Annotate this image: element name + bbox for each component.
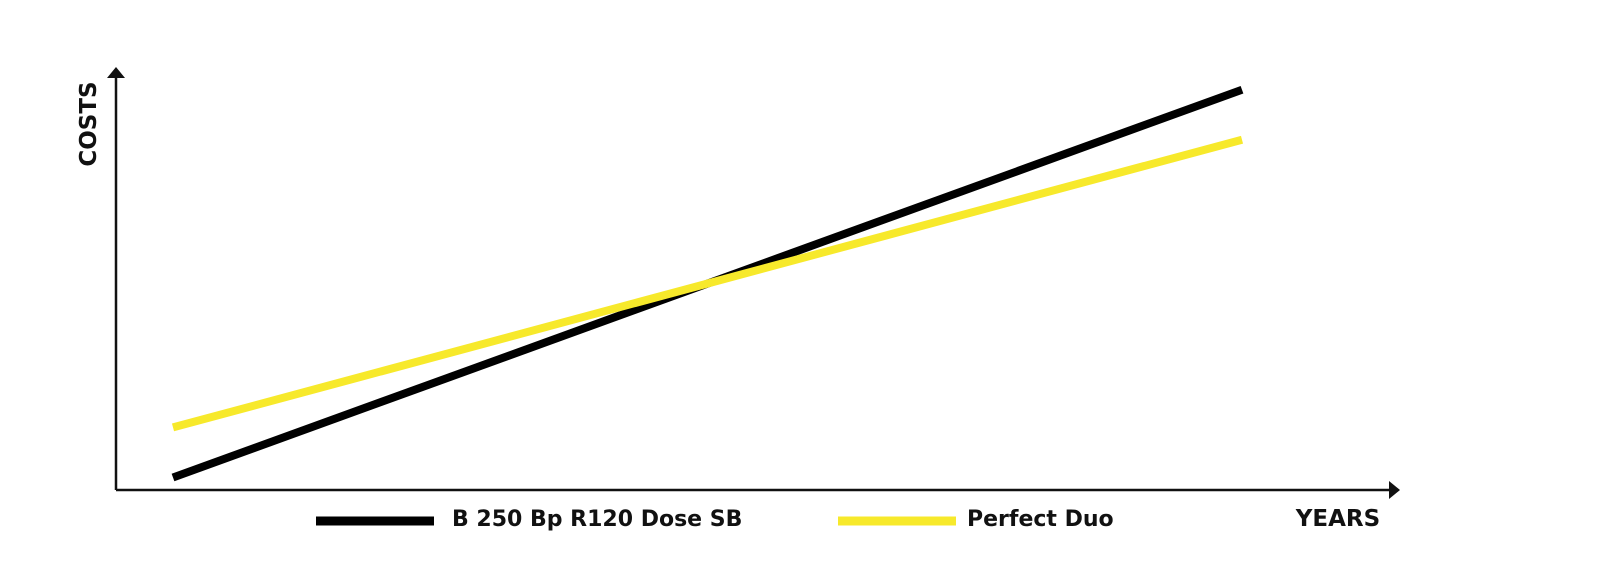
legend: B 250 Bp R120 Dose SB Perfect Duo	[316, 507, 1114, 532]
y-axis-arrowhead	[107, 67, 125, 78]
x-axis-title: YEARS	[1295, 506, 1380, 532]
series-line-2	[171, 135, 1244, 432]
y-axis-title: COSTS	[76, 81, 102, 166]
x-axis-arrowhead	[1389, 481, 1400, 499]
legend-label-series-2: Perfect Duo	[967, 507, 1114, 532]
legend-label-series-1: B 250 Bp R120 Dose SB	[452, 507, 742, 532]
series-layer	[171, 85, 1244, 482]
